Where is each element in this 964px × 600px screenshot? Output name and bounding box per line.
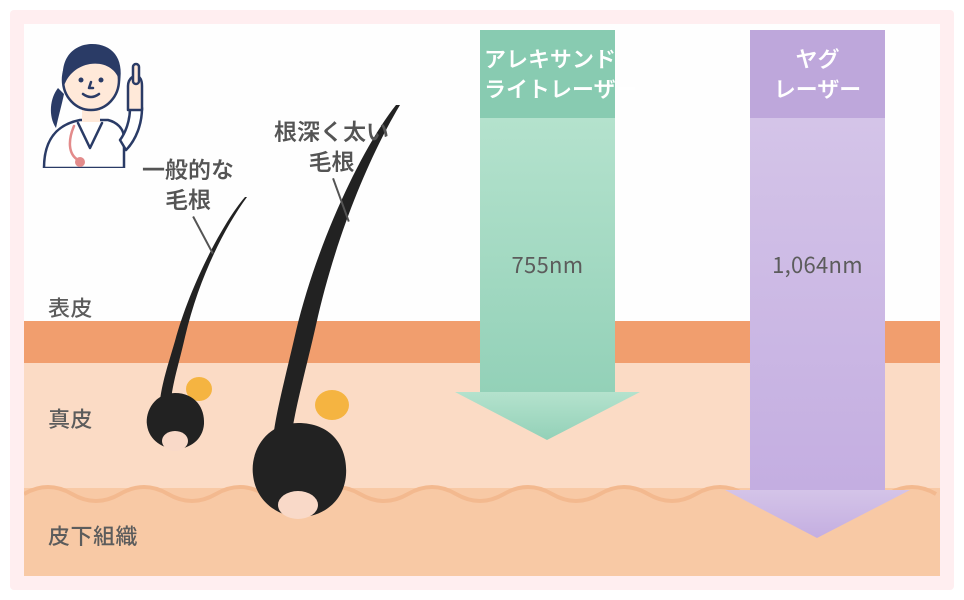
- label-epidermis: 表皮: [48, 291, 93, 323]
- dermal-papilla: [162, 431, 188, 451]
- doctor-ponytail: [51, 88, 64, 128]
- laser-alexandrite: アレキサンド ライトレーザー 755nm: [480, 30, 615, 113]
- doctor-icon: [34, 28, 154, 168]
- hair-shallow: [133, 197, 253, 457]
- eye-left: [79, 78, 84, 83]
- laser-yag-wavelength: 1,064nm: [750, 248, 885, 280]
- doctor-arm: [120, 108, 142, 150]
- label-dermis: 真皮: [48, 402, 93, 434]
- label-hair-deep: 根深く太い 毛根: [274, 116, 389, 176]
- label-subcutis: 皮下組織: [48, 519, 138, 551]
- stethoscope-bell: [75, 157, 85, 167]
- sebaceous-gland: [315, 390, 349, 420]
- doctor-hand: [128, 64, 142, 110]
- laser-yag-name: ヤグ レーザー: [750, 30, 885, 113]
- laser-yag: ヤグ レーザー 1,064nm: [750, 30, 885, 113]
- dermal-papilla: [278, 491, 318, 519]
- eye-right: [99, 78, 104, 83]
- label-hair-shallow: 一般的な 毛根: [142, 154, 234, 214]
- laser-alex-wavelength: 755nm: [480, 248, 615, 280]
- diagram-frame: 表皮 真皮 皮下組織 一般的な 毛根 根深く太い 毛根: [10, 10, 954, 590]
- laser-alex-name: アレキサンド ライトレーザー: [480, 30, 615, 113]
